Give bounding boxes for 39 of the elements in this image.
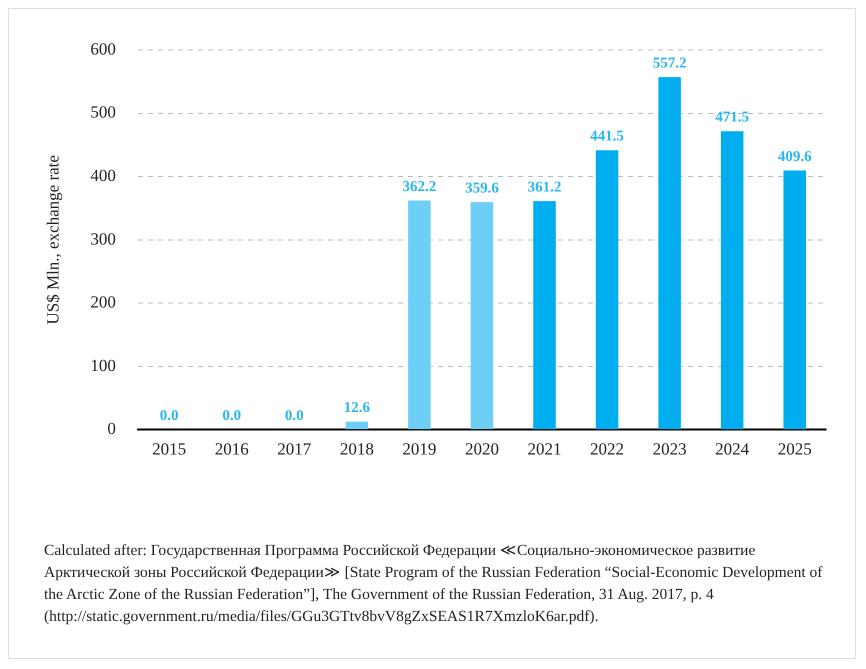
bar bbox=[783, 170, 806, 430]
x-tick-label: 2022 bbox=[590, 439, 624, 458]
x-tick-label: 2018 bbox=[340, 439, 374, 458]
y-tick-label: 300 bbox=[90, 229, 116, 248]
data-label: 0.0 bbox=[284, 408, 304, 424]
y-tick-label: 500 bbox=[90, 102, 116, 122]
x-tick-label: 2024 bbox=[715, 439, 750, 458]
data-label: 441.5 bbox=[590, 128, 624, 145]
data-label: 471.5 bbox=[715, 110, 750, 126]
bar bbox=[596, 150, 618, 430]
x-tick-label: 2020 bbox=[464, 439, 499, 458]
data-label: 362.2 bbox=[402, 178, 436, 195]
x-tick-label: 2017 bbox=[277, 439, 312, 458]
x-tick-label: 2023 bbox=[652, 439, 687, 458]
bar bbox=[408, 200, 431, 430]
x-tick-label: 2021 bbox=[528, 439, 562, 458]
bar bbox=[720, 131, 744, 430]
bar bbox=[470, 202, 494, 430]
data-label: 359.6 bbox=[465, 180, 500, 196]
y-tick-label: 400 bbox=[90, 166, 116, 185]
bar bbox=[346, 422, 368, 430]
x-tick-label: 2025 bbox=[778, 439, 812, 458]
y-axis-title: US$ Mln., exchange rate bbox=[44, 155, 63, 325]
y-tick-label: 600 bbox=[90, 39, 116, 58]
y-tick-label: 200 bbox=[90, 292, 116, 312]
x-tick-label: 2015 bbox=[152, 439, 186, 458]
text: Calculated after: Государственная Программа Российской Федерации ≪Социально-экономическое развитие Арктической зоны Российской Федерации≫ [State Program of the Russian Federation “Social-Economic Development of the Arctic Zone of the Russian Federation”], The Government of the Russian Federation, 31 Aug. 2017, p. 4 (http://static.government.ru/media/files/GGu3GTtv8bvV8gZxSEAS1R7XmzloK6ar.pdf). bbox=[44, 541, 824, 627]
data-label: 12.6 bbox=[344, 400, 370, 416]
bar bbox=[533, 201, 556, 430]
data-label: 361.2 bbox=[528, 179, 562, 196]
y-tick-label: 0 bbox=[107, 419, 116, 438]
x-tick-label: 2019 bbox=[402, 439, 436, 458]
x-tick-label: 2016 bbox=[214, 439, 249, 458]
data-label: 557.2 bbox=[652, 55, 686, 72]
data-label: 0.0 bbox=[160, 408, 179, 424]
data-label: 409.6 bbox=[778, 148, 812, 165]
data-label: 0.0 bbox=[222, 408, 242, 424]
bar bbox=[658, 77, 681, 430]
y-tick-label: 100 bbox=[90, 356, 116, 375]
